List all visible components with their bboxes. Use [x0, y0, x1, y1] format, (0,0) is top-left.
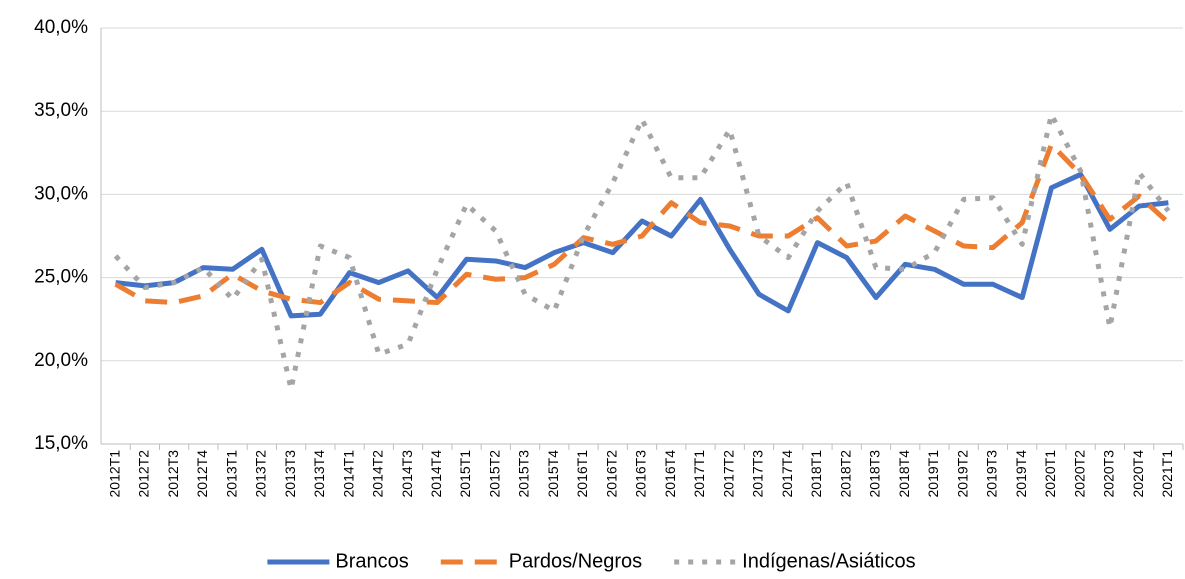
x-tick-label: 2015T4 [545, 450, 561, 498]
series-line [113, 112, 1171, 392]
x-tick-label: 2020T2 [1071, 450, 1087, 498]
x-tick-label: 2016T1 [574, 450, 590, 498]
x-tick-label: 2015T3 [516, 450, 532, 498]
y-tick-label: 20,0% [34, 350, 88, 371]
legend-label: Pardos/Negros [509, 550, 642, 572]
x-tick-label: 2018T4 [896, 450, 912, 498]
x-tick-label: 2019T4 [1013, 450, 1029, 498]
y-tick-label: 35,0% [34, 100, 88, 121]
x-tick-label: 2014T1 [340, 450, 356, 498]
x-tick-label: 2013T1 [223, 450, 239, 498]
x-tick-label: 2018T2 [837, 450, 853, 498]
x-tick-label: 2014T3 [399, 450, 415, 498]
x-tick-label: 2020T1 [1042, 450, 1058, 498]
y-tick-label: 40,0% [34, 17, 88, 38]
x-tick-label: 2017T1 [691, 450, 707, 498]
x-tick-label: 2019T1 [925, 450, 941, 498]
x-tick-label: 2016T2 [603, 450, 619, 498]
x-tick-label: 2013T4 [311, 450, 327, 498]
x-tick-label: 2014T2 [370, 450, 386, 498]
x-tick-label: 2020T4 [1130, 450, 1146, 498]
x-tick-label: 2017T2 [720, 450, 736, 498]
x-tick-label: 2015T2 [486, 450, 502, 498]
x-tick-label: 2021T1 [1159, 450, 1175, 498]
x-tick-label: 2012T2 [136, 450, 152, 498]
legend-label: Brancos [335, 550, 408, 572]
x-tick-label: 2020T3 [1101, 450, 1117, 498]
x-tick-label: 2012T3 [165, 450, 181, 498]
x-tick-label: 2019T2 [954, 450, 970, 498]
x-tick-label: 2013T3 [282, 450, 298, 498]
series-line [114, 141, 1171, 306]
y-tick-label: 15,0% [34, 433, 88, 454]
x-tick-label: 2012T4 [194, 450, 210, 498]
x-tick-label: 2016T4 [662, 450, 678, 498]
legend: Brancos Pardos/Negros Indígenas/Asiáticos [267, 550, 916, 572]
series-line [115, 171, 1169, 319]
x-tick-label: 2018T1 [808, 450, 824, 498]
y-tick-label: 25,0% [34, 267, 88, 288]
x-tick-label: 2012T1 [106, 450, 122, 498]
x-tick-label: 2019T3 [984, 450, 1000, 498]
x-tick-label: 2016T3 [633, 450, 649, 498]
x-tick-label: 2014T4 [428, 450, 444, 498]
x-tick-label: 2018T3 [867, 450, 883, 498]
x-tick-label: 2017T4 [779, 450, 795, 498]
x-tick-label: 2013T2 [253, 450, 269, 498]
y-tick-label: 30,0% [34, 183, 88, 204]
legend-label: Indígenas/Asiáticos [742, 550, 915, 572]
x-tick-label: 2015T1 [457, 450, 473, 498]
x-tick-label: 2017T3 [750, 450, 766, 498]
